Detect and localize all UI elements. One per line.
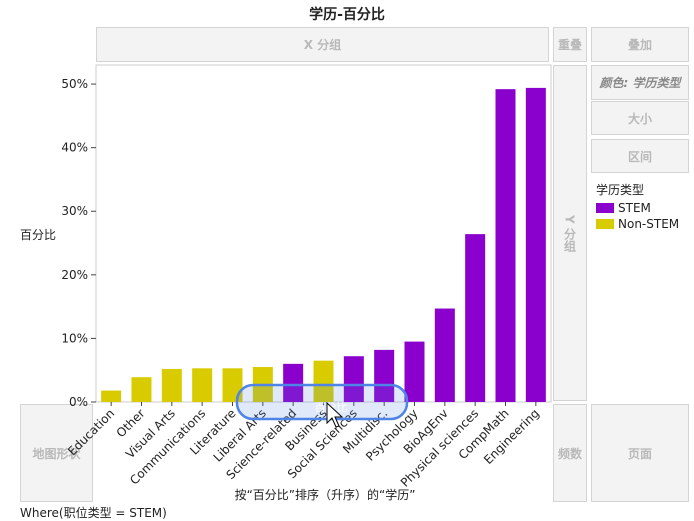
y-tick-label: 50%	[61, 77, 88, 91]
legend-item-stem[interactable]: STEM	[596, 201, 651, 215]
size-zone[interactable]: 大小	[591, 101, 689, 135]
mouse-cursor-icon	[326, 401, 344, 428]
legend-swatch-non-stem	[596, 219, 614, 229]
bar[interactable]	[283, 363, 304, 402]
y-tick-label: 40%	[61, 141, 88, 155]
color-zone[interactable]: 颜色: 学历类型	[591, 65, 689, 100]
x-group-zone[interactable]: X 分组	[96, 27, 549, 62]
y-tick-label: 20%	[61, 268, 88, 282]
interval-label: 区间	[627, 149, 652, 164]
map-shape-zone[interactable]: 地图形状	[20, 404, 93, 502]
y-group-label: Y 分组	[562, 214, 577, 252]
page-zone[interactable]: 页面	[591, 404, 689, 502]
freq-zone[interactable]: 频数	[553, 404, 587, 502]
legend-label-stem: STEM	[618, 201, 651, 215]
stack-zone[interactable]: 叠加	[591, 27, 689, 62]
bar[interactable]	[525, 87, 546, 402]
interval-zone[interactable]: 区间	[591, 139, 689, 173]
bar[interactable]	[434, 308, 455, 402]
bar[interactable]	[131, 377, 152, 402]
bar[interactable]	[343, 356, 364, 402]
chart-title: 学历-百分比	[309, 7, 385, 23]
x-tick-label: Education	[65, 406, 117, 458]
x-group-label: X 分组	[303, 38, 342, 52]
legend-label-non-stem: Non-STEM	[618, 217, 680, 231]
color-label: 颜色: 学历类型	[599, 76, 681, 90]
y-tick-label: 10%	[61, 331, 88, 345]
where-clause: Where(职位类型 = STEM)	[20, 506, 167, 520]
bar[interactable]	[495, 89, 516, 402]
bars-group	[101, 87, 546, 402]
page-label: 页面	[627, 446, 652, 461]
overlap-label: 重叠	[557, 38, 582, 52]
bar[interactable]	[465, 234, 486, 402]
y-tick-label: 0%	[69, 395, 88, 409]
overlap-zone[interactable]: 重叠	[553, 27, 587, 62]
bar[interactable]	[374, 349, 395, 402]
y-tick-label: 30%	[61, 204, 88, 218]
bar[interactable]	[313, 360, 334, 402]
size-label: 大小	[627, 111, 652, 126]
y-axis: 0% 10% 20% 30% 40% 50%	[61, 77, 96, 409]
legend-title: 学历类型	[596, 183, 645, 197]
y-axis-label: 百分比	[20, 228, 57, 242]
legend-swatch-stem	[596, 203, 614, 213]
stack-label: 叠加	[627, 38, 652, 52]
bar[interactable]	[404, 341, 425, 402]
bar[interactable]	[192, 368, 213, 402]
x-axis-label: 按“百分比”排序（升序）的“学历”	[234, 488, 416, 502]
y-group-zone[interactable]: Y 分组	[553, 65, 587, 401]
bar[interactable]	[161, 368, 182, 402]
bar[interactable]	[101, 390, 122, 402]
drag-overlay-box[interactable]	[235, 383, 409, 421]
legend-item-non-stem[interactable]: Non-STEM	[596, 217, 679, 231]
map-shape-label: 地图形状	[32, 446, 81, 461]
drag-overlay[interactable]: 百分比	[235, 383, 409, 421]
freq-label: 频数	[557, 446, 582, 461]
